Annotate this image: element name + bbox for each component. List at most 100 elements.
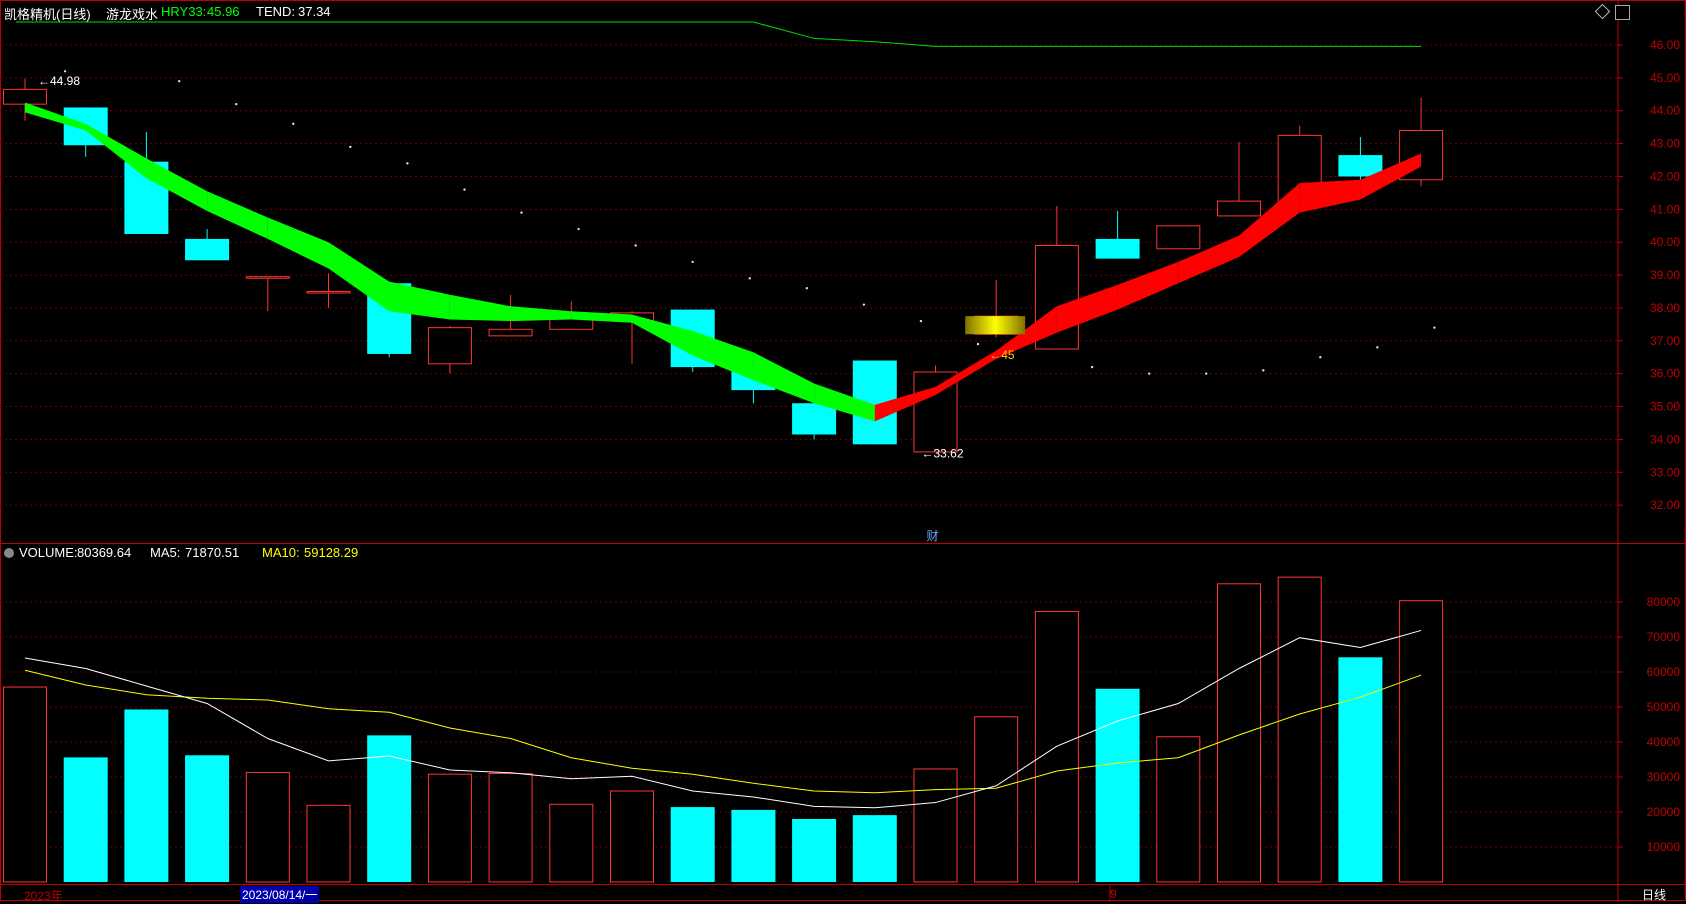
- price-tick-label: 42.00: [1650, 169, 1680, 183]
- cursor-date: 2023/08/14/一: [240, 886, 320, 903]
- volume-bar-down: [124, 709, 169, 882]
- month-label: 9: [1110, 887, 1117, 901]
- candle-body-up: [3, 88, 47, 105]
- scatter-dot: [520, 211, 523, 214]
- scatter-dot: [634, 244, 637, 247]
- volume-bar-up: [1156, 736, 1201, 883]
- scatter-dot: [976, 342, 980, 346]
- scatter-dot: [177, 79, 181, 83]
- event-marker-text: 财: [926, 529, 938, 543]
- high-annotation: ←44.98: [38, 74, 80, 88]
- volume-label: VOLUME:: [19, 545, 78, 560]
- scatter-dot: [748, 277, 751, 280]
- ribbon-segment: [935, 350, 997, 396]
- candle-body-up: [488, 328, 533, 337]
- ribbon-segment: [1056, 284, 1118, 333]
- volume-value: 80369.64: [77, 545, 132, 560]
- volume-tick-label: 60000: [1647, 665, 1681, 679]
- price-tick-label: 39.00: [1650, 268, 1680, 282]
- candle-body-up: [245, 276, 290, 279]
- scatter-dot: [349, 145, 352, 149]
- ribbon-segment: [328, 242, 390, 312]
- maximize-icon[interactable]: [1615, 5, 1630, 20]
- ribbon-segment: [1239, 183, 1300, 257]
- price-tick-label: 35.00: [1650, 400, 1680, 414]
- volume-bar-up: [974, 716, 1019, 883]
- ribbon-segment: [1117, 261, 1179, 310]
- ribbon-segment: [874, 386, 936, 422]
- price-tick-label: 46.00: [1650, 38, 1680, 52]
- price-tick-label: 34.00: [1650, 432, 1680, 446]
- ribbon-segment: [25, 102, 86, 131]
- volume-bar-down: [63, 757, 108, 882]
- price-tick-label: 36.00: [1650, 367, 1680, 381]
- volume-bar-down: [185, 755, 230, 882]
- tend-label: TEND:: [256, 4, 295, 19]
- volume-bar-down: [670, 807, 715, 882]
- volume-bar-up: [306, 804, 351, 883]
- volume-bar-up: [610, 790, 654, 883]
- ribbon-segment: [389, 281, 450, 320]
- year-label: 2023年: [24, 889, 63, 903]
- volume-bar-down: [792, 819, 837, 882]
- candle-body-down: [1338, 155, 1383, 177]
- stock-name: 凯格精机(日线): [4, 7, 91, 22]
- scatter-dot: [919, 319, 923, 323]
- ribbon-segment: [753, 352, 815, 404]
- price-tick-label: 43.00: [1650, 137, 1680, 151]
- volume-bar-up: [488, 773, 533, 883]
- candle-body-down: [1095, 238, 1140, 259]
- indicator-name: 游龙戏水: [106, 7, 159, 22]
- price-tick-label: 40.00: [1650, 235, 1680, 249]
- collapse-arrow-icon[interactable]: [4, 548, 14, 558]
- scatter-dot: [235, 102, 238, 106]
- candle-body-down: [792, 403, 837, 435]
- ribbon-segment: [449, 294, 511, 322]
- scatter-dot: [1262, 369, 1265, 372]
- period-label[interactable]: 日线: [1642, 888, 1667, 902]
- volume-tick-label: 80000: [1647, 595, 1681, 609]
- volume-tick-label: 40000: [1647, 735, 1681, 749]
- ma5-line: [24, 629, 1422, 809]
- ribbon-segment: [146, 158, 208, 211]
- candle-body-up: [427, 327, 472, 365]
- ribbon-segment: [996, 306, 1057, 359]
- volume-bar-up: [245, 771, 290, 883]
- volume-bar-up: [3, 686, 47, 883]
- volume-tick-label: 30000: [1647, 770, 1681, 784]
- ma5-label: MA5:: [150, 545, 181, 560]
- scatter-dot: [1205, 372, 1208, 375]
- candle-body-up: [1156, 225, 1201, 250]
- ribbon-segment: [1178, 235, 1239, 284]
- price-tick-label: 45.00: [1650, 71, 1680, 85]
- ribbon-segment: [1360, 153, 1422, 200]
- scatter-dot: [292, 122, 295, 126]
- ribbon-segment: [814, 383, 875, 422]
- scatter-dot: [1376, 346, 1379, 349]
- scatter-dot: [1090, 365, 1094, 369]
- volume-bar-down: [1338, 657, 1383, 882]
- ribbon-segment: [207, 191, 268, 239]
- scatter-dot: [463, 188, 466, 191]
- price-tick-label: 41.00: [1650, 202, 1680, 216]
- candle-body-down: [185, 238, 230, 261]
- volume-bar-up: [427, 773, 472, 883]
- scatter-dot: [805, 287, 809, 290]
- volume-bar-down: [731, 809, 776, 882]
- scatter-dot: [1433, 326, 1436, 329]
- scatter-dot: [691, 260, 694, 264]
- volume-tick-label: 10000: [1647, 840, 1681, 854]
- scatter-dot: [63, 70, 67, 73]
- hry33-line: [15, 21, 1422, 47]
- low-annotation: ←33.62: [922, 446, 964, 460]
- ribbon-segment: [1299, 179, 1361, 213]
- price-tick-label: 32.00: [1650, 498, 1680, 512]
- candle-body-up: [306, 291, 351, 294]
- volume-bar-up: [1399, 600, 1444, 883]
- price-tick-label: 33.00: [1650, 465, 1680, 479]
- ribbon-segment: [85, 123, 147, 179]
- volume-bar-down: [1095, 688, 1140, 882]
- scatter-dot: [862, 303, 866, 306]
